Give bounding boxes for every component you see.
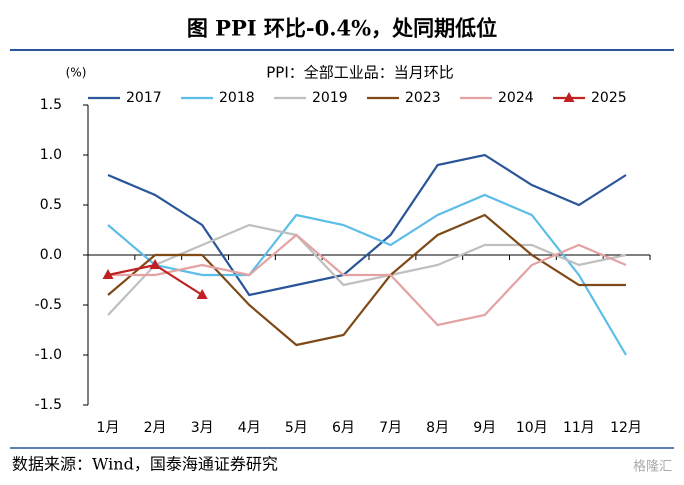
legend-label: 2024 xyxy=(498,90,534,106)
legend-label: 2017 xyxy=(126,90,162,106)
x-tick-label: 3月 xyxy=(191,420,214,436)
x-tick-label: 8月 xyxy=(426,420,449,436)
point-marker xyxy=(196,289,208,299)
x-tick-label: 11月 xyxy=(563,420,595,436)
legend-marker xyxy=(563,92,575,102)
series-line xyxy=(107,223,627,316)
x-tick-label: 4月 xyxy=(238,420,261,436)
y-tick-label: 1.0 xyxy=(40,147,62,163)
x-tick-label: 5月 xyxy=(285,420,308,436)
x-tick-label: 7月 xyxy=(379,420,402,436)
series-line xyxy=(108,233,627,327)
x-tick-label: 12月 xyxy=(610,420,642,436)
point-marker xyxy=(149,259,161,269)
series-line xyxy=(107,263,203,296)
x-tick-label: 6月 xyxy=(332,420,355,436)
legend-label: 2019 xyxy=(312,90,348,106)
series-line xyxy=(107,153,627,297)
source: 数据来源：Wind，国泰海通证券研究 xyxy=(12,455,278,474)
legend-label: 2018 xyxy=(219,90,255,106)
series-line xyxy=(107,213,626,347)
y-tick-label: 0.5 xyxy=(40,197,62,213)
y-tick-label: -1.0 xyxy=(35,347,62,363)
y-tick-label: 1.5 xyxy=(40,97,62,113)
legend-label: 2023 xyxy=(405,90,441,106)
y-axis-label: (%) xyxy=(66,66,87,80)
y-tick-label: -1.5 xyxy=(35,397,62,413)
x-tick-label: 10月 xyxy=(516,420,548,436)
y-tick-label: 0.0 xyxy=(40,247,62,263)
watermark: 格隆汇 xyxy=(633,459,672,475)
series-line xyxy=(107,193,627,356)
point-marker xyxy=(102,269,114,279)
chart-subtitle: PPI：全部工业品：当月环比 xyxy=(266,64,454,82)
x-tick-label: 2月 xyxy=(144,420,167,436)
x-tick-label: 9月 xyxy=(473,420,496,436)
legend-label: 2025 xyxy=(591,90,627,106)
y-tick-label: -0.5 xyxy=(35,297,62,313)
x-tick-label: 1月 xyxy=(97,420,120,436)
chart-title: 图 PPI 环比-0.4%，处同期低位 xyxy=(187,16,497,41)
